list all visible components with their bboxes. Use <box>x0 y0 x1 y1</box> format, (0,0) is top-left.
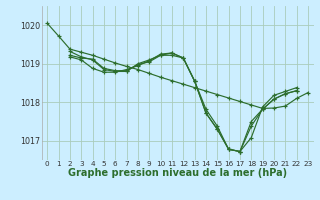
X-axis label: Graphe pression niveau de la mer (hPa): Graphe pression niveau de la mer (hPa) <box>68 168 287 178</box>
